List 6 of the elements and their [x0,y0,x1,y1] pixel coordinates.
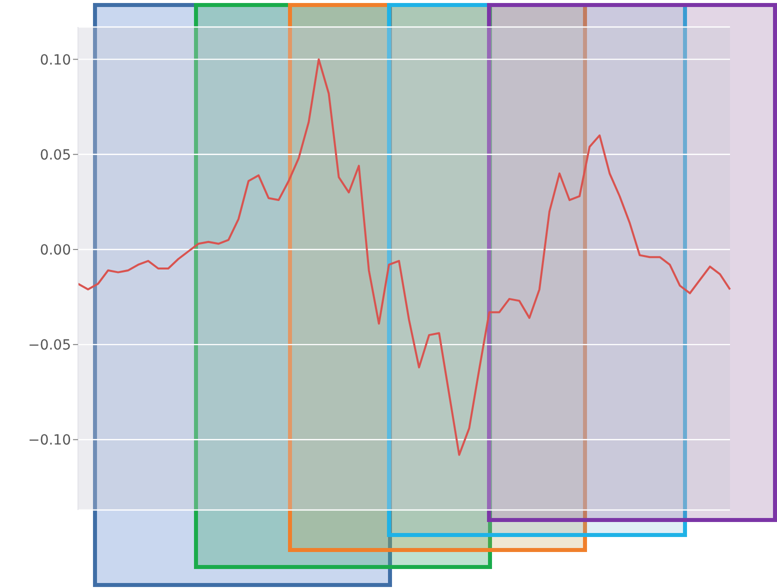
y-tick-label: −0.10 [28,432,71,449]
y-tick-label: 0.10 [40,52,71,68]
y-tick-label: −0.05 [28,338,71,354]
y-tick-label: 0.00 [40,242,71,258]
y-tick-label: 0.05 [40,147,71,164]
line-series [77,58,731,456]
